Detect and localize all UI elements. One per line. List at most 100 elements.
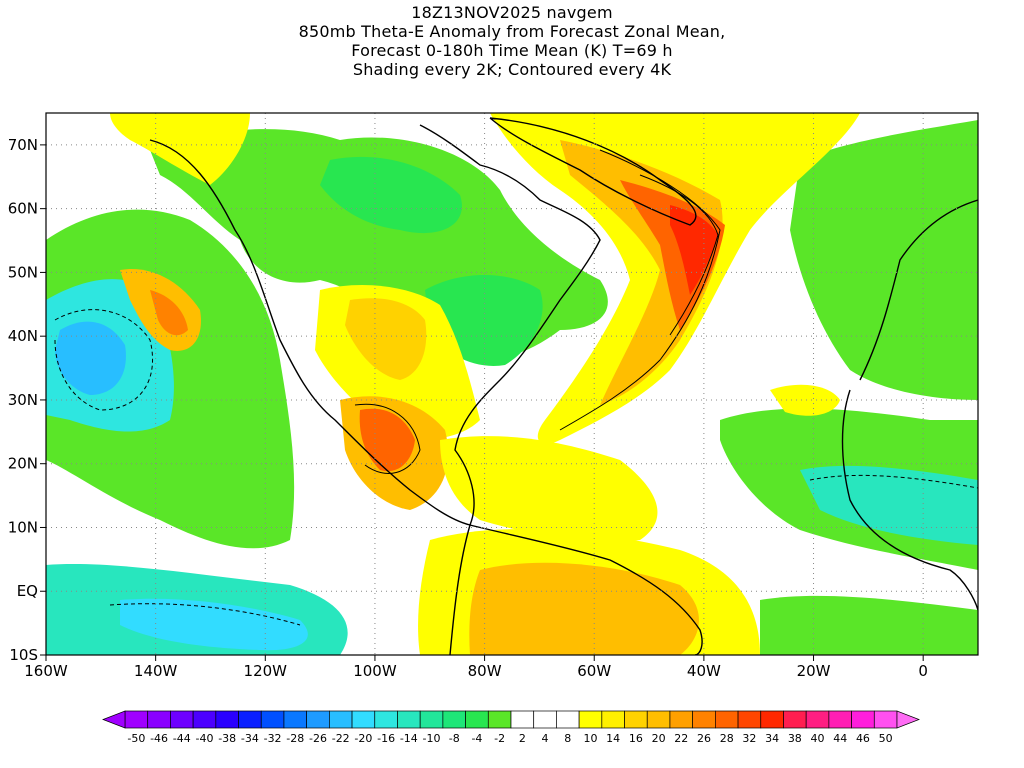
title-line-3: Forecast 0-180h Time Mean (K) T=69 h	[351, 41, 673, 60]
colorbar-swatch	[828, 710, 852, 729]
contour-lines	[54, 149, 978, 626]
colorbar-swatch	[692, 710, 716, 729]
anomaly-greenland-plume-core	[670, 205, 718, 295]
colorbar-swatch	[374, 710, 398, 729]
lon-tick-label: 160W	[24, 662, 68, 680]
colorbar-label: -44	[173, 732, 191, 745]
colorbar-label: 28	[720, 732, 734, 745]
colorbar-label: 44	[833, 732, 847, 745]
colorbar-swatch	[851, 710, 875, 729]
colorbar-label: 2	[519, 732, 526, 745]
colorbar-swatch	[419, 710, 444, 729]
colorbar-swatch	[306, 710, 330, 729]
colorbar-swatch	[510, 710, 535, 729]
colorbar-label: -10	[423, 732, 441, 745]
lat-tick-label: 20N	[8, 455, 38, 473]
colorbar-swatch	[669, 710, 693, 729]
colorbar-label: 40	[811, 732, 825, 745]
anomaly-east-pacific-filament-core	[150, 290, 188, 336]
colorbar-swatch	[715, 710, 739, 729]
colorbar-label: -28	[286, 732, 304, 745]
colorbar-swatch	[465, 710, 489, 729]
anomaly-south-america-warm-mid	[469, 562, 699, 655]
colorbar-swatch	[601, 710, 625, 729]
lon-tick-label: 60W	[577, 662, 611, 680]
colorbar-label: 10	[583, 732, 597, 745]
colorbar-arrow-low	[102, 710, 126, 729]
colorbar-label: -34	[241, 732, 259, 745]
map-grid	[46, 113, 978, 655]
colorbar-swatch	[260, 710, 285, 729]
lat-tick-label: EQ	[17, 582, 38, 600]
colorbar-label: -26	[309, 732, 327, 745]
colorbar-swatch	[192, 710, 217, 729]
colorbar-swatch	[578, 710, 603, 729]
colorbar-label: -14	[400, 732, 418, 745]
title-line-4: Shading every 2K; Contoured every 4K	[352, 60, 672, 79]
colorbar-swatch	[351, 710, 376, 729]
colorbar-swatch	[124, 710, 149, 729]
colorbar-swatch	[873, 710, 898, 729]
colorbar-label: -20	[354, 732, 372, 745]
colorbar-label: -46	[150, 732, 168, 745]
colorbar-label: 8	[564, 732, 571, 745]
title-line-1: 18Z13NOV2025 navgem	[411, 3, 613, 22]
colorbar-swatch	[442, 710, 466, 729]
contour-warm-plume	[559, 149, 721, 431]
colorbar-swatch	[147, 710, 171, 729]
lat-tick-label: 10N	[8, 518, 38, 536]
shaded-field	[46, 113, 978, 655]
colorbar-label: -8	[449, 732, 460, 745]
colorbar-swatch	[397, 710, 421, 729]
anomaly-africa-cool-core	[800, 465, 978, 545]
title-block: 18Z13NOV2025 navgem 850mb Theta-E Anomal…	[0, 3, 1024, 79]
colorbar-label: -22	[332, 732, 350, 745]
lon-tick-label: 80W	[468, 662, 502, 680]
colorbar-swatch	[215, 710, 239, 729]
longitude-axis: 160W 140W 120W 100W 80W 60W 40W 20W 0	[24, 655, 928, 680]
lat-tick-label: 60N	[8, 200, 38, 218]
lat-tick-label: 40N	[8, 327, 38, 345]
anomaly-eq-pacific-cool-core	[120, 598, 308, 651]
colorbar-swatch	[556, 710, 580, 729]
colorbar-label: 20	[652, 732, 666, 745]
lon-tick-label: 0	[918, 662, 928, 680]
colorbar-label: -32	[264, 732, 282, 745]
anomaly-europe-cool	[790, 120, 978, 400]
lon-tick-label: 40W	[687, 662, 721, 680]
colorbar-label: 50	[879, 732, 893, 745]
contour-africa-cool	[809, 474, 978, 489]
colorbar-arrow-high	[896, 710, 920, 729]
colorbar-swatch	[283, 710, 307, 729]
colorbar-label: 16	[629, 732, 643, 745]
anomaly-mexico-warm-core	[359, 408, 415, 472]
contour-mexico	[354, 403, 421, 474]
colorbar-label: -4	[471, 732, 482, 745]
colorbar-swatch	[533, 710, 557, 729]
colorbar-label: 38	[788, 732, 802, 745]
coastline-africa	[841, 389, 978, 611]
colorbar-label: 4	[542, 732, 549, 745]
colorbar-swatch	[624, 710, 648, 729]
coastline-north-america	[149, 124, 601, 526]
colorbar-swatch	[737, 710, 762, 729]
colorbar-label: 26	[697, 732, 711, 745]
colorbar-swatch	[329, 710, 353, 729]
contour-pacific-cool	[54, 309, 154, 411]
coastlines	[149, 117, 978, 655]
anomaly-north-pacific-warm	[110, 113, 250, 185]
anomaly-central-us-warm-mid	[345, 298, 427, 380]
coastline-south-america	[449, 524, 703, 655]
colorbar-label: 34	[765, 732, 779, 745]
colorbar-label: 32	[742, 732, 756, 745]
colorbar-label: 22	[674, 732, 688, 745]
colorbar-swatch	[646, 710, 671, 729]
lon-tick-label: 120W	[244, 662, 288, 680]
colorbar-label: -16	[377, 732, 395, 745]
anomaly-canada-cool-inner	[320, 156, 462, 234]
coastline-europe	[859, 199, 978, 381]
coastline-greenland	[489, 117, 697, 226]
colorbar-swatch	[760, 710, 784, 729]
colorbar-label: -38	[218, 732, 236, 745]
